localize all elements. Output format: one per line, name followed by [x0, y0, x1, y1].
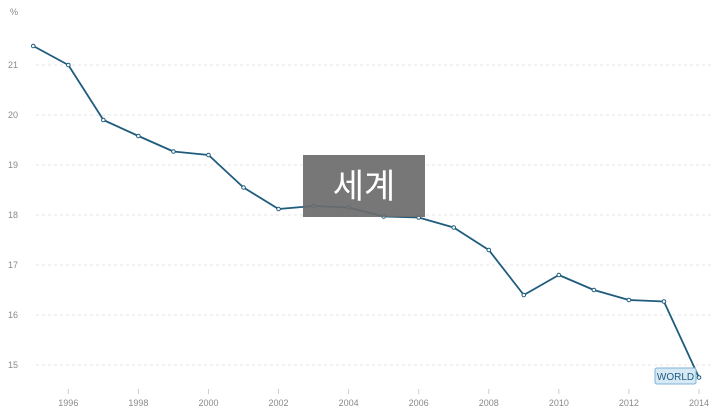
- x-tick-label: 2004: [339, 398, 359, 408]
- data-point[interactable]: [696, 375, 702, 380]
- data-point[interactable]: [136, 133, 141, 139]
- data-point[interactable]: [451, 225, 457, 230]
- y-tick-label: 18: [8, 210, 18, 220]
- x-axis-ticks: 1996 1998 2000 2002 2004 2006 2008 2010 2012 2014: [58, 389, 709, 408]
- y-tick-label: 17: [8, 260, 18, 270]
- data-point[interactable]: [101, 117, 106, 123]
- data-point[interactable]: [241, 185, 246, 190]
- overlay-caption: 세계: [303, 155, 425, 217]
- y-tick-label: 16: [8, 310, 18, 320]
- data-point[interactable]: [626, 297, 632, 303]
- data-point[interactable]: [591, 287, 597, 293]
- y-tick-label: 15: [8, 360, 18, 370]
- x-tick-label: 2014: [689, 398, 709, 408]
- data-point[interactable]: [30, 43, 36, 49]
- end-label-text: WORLD: [657, 372, 694, 383]
- y-tick-label: 21: [8, 60, 18, 70]
- overlay-text: 세계: [333, 167, 396, 207]
- data-point[interactable]: [206, 152, 211, 158]
- y-axis-unit-label: %: [10, 7, 18, 17]
- y-tick-label: 19: [8, 160, 18, 170]
- y-axis-ticks: 15 16 17 18 19 20 21: [8, 60, 18, 370]
- x-tick-label: 2000: [198, 398, 218, 408]
- series-end-label[interactable]: WORLD: [654, 367, 697, 385]
- data-point[interactable]: [486, 247, 492, 253]
- data-point[interactable]: [276, 206, 281, 212]
- x-tick-label: 1996: [58, 398, 78, 408]
- x-tick-label: 2012: [619, 398, 639, 408]
- data-point[interactable]: [171, 149, 176, 154]
- x-tick-label: 1998: [128, 398, 148, 408]
- overlay-box: [303, 155, 425, 217]
- x-tick-label: 2010: [549, 398, 569, 408]
- end-label-box: [654, 367, 697, 385]
- x-tick-label: 2008: [479, 398, 499, 408]
- data-point[interactable]: [66, 62, 71, 68]
- data-point[interactable]: [556, 272, 562, 278]
- x-tick-label: 2002: [269, 398, 289, 408]
- data-point[interactable]: [521, 292, 527, 298]
- y-tick-label: 20: [8, 110, 18, 120]
- data-point[interactable]: [661, 299, 667, 304]
- x-tick-label: 2006: [409, 398, 429, 408]
